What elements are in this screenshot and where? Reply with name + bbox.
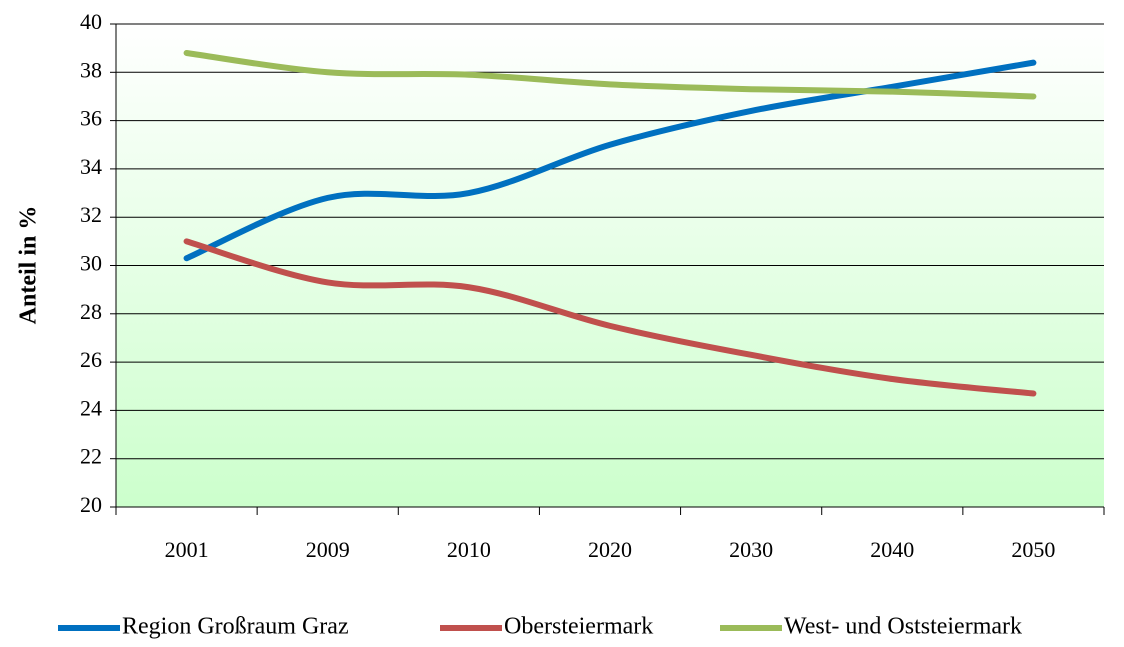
x-tick-label: 2030 bbox=[729, 537, 773, 562]
y-axis-label: Anteil in % bbox=[16, 206, 42, 325]
legend-label: Region Großraum Graz bbox=[122, 614, 349, 640]
y-tick-label: 28 bbox=[80, 299, 102, 324]
x-tick-label: 2040 bbox=[870, 537, 914, 562]
y-tick-label: 40 bbox=[80, 9, 102, 34]
line bbox=[183, 49, 1037, 100]
y-tick-label: 26 bbox=[80, 347, 102, 372]
y-tick-label: 22 bbox=[80, 444, 102, 469]
line bbox=[183, 59, 1037, 262]
y-tick-label: 34 bbox=[80, 154, 102, 179]
legend-label: West- und Oststeiermark bbox=[784, 614, 1022, 640]
y-tick-label: 30 bbox=[80, 251, 102, 276]
x-tick-label: 2010 bbox=[447, 537, 491, 562]
y-tick-label: 20 bbox=[80, 492, 102, 517]
x-tick-label: 2020 bbox=[588, 537, 632, 562]
y-tick-label: 38 bbox=[80, 57, 102, 82]
x-tick-label: 2001 bbox=[165, 537, 209, 562]
line bbox=[183, 238, 1037, 397]
y-tick-label: 24 bbox=[80, 395, 102, 420]
y-tick-label: 36 bbox=[80, 106, 102, 131]
y-tick-label: 32 bbox=[80, 202, 102, 227]
x-tick-label: 2009 bbox=[306, 537, 350, 562]
legend-label: Obersteiermark bbox=[504, 614, 653, 640]
x-tick-label: 2050 bbox=[1011, 537, 1055, 562]
